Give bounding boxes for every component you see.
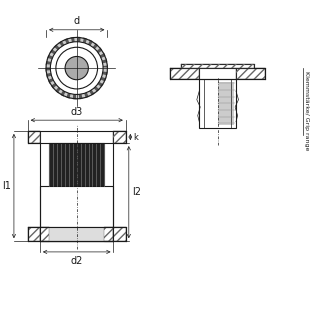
Bar	[28, 131, 40, 143]
Polygon shape	[90, 89, 95, 95]
Polygon shape	[96, 48, 101, 52]
Polygon shape	[102, 71, 107, 75]
Polygon shape	[52, 84, 57, 89]
Polygon shape	[102, 62, 107, 65]
Bar	[114, 131, 126, 143]
Polygon shape	[92, 43, 97, 49]
Polygon shape	[64, 92, 68, 97]
Polygon shape	[46, 65, 51, 68]
Text: l1: l1	[2, 181, 11, 191]
Polygon shape	[70, 94, 74, 99]
Polygon shape	[59, 89, 64, 95]
Polygon shape	[59, 42, 64, 47]
Polygon shape	[46, 68, 51, 71]
Polygon shape	[102, 59, 107, 63]
Polygon shape	[61, 91, 66, 96]
Text: d2: d2	[70, 256, 83, 266]
Bar	[28, 228, 40, 241]
Bar	[104, 228, 114, 241]
Bar	[218, 82, 234, 125]
Polygon shape	[56, 88, 61, 93]
Polygon shape	[101, 56, 106, 60]
Circle shape	[65, 56, 88, 80]
Polygon shape	[96, 84, 101, 89]
Polygon shape	[101, 76, 106, 81]
Polygon shape	[90, 42, 95, 47]
Bar	[236, 68, 265, 79]
Polygon shape	[79, 38, 83, 42]
Polygon shape	[98, 81, 103, 86]
Polygon shape	[94, 86, 100, 91]
Polygon shape	[56, 43, 61, 49]
Bar	[104, 228, 114, 241]
Bar	[40, 228, 49, 241]
Bar	[236, 68, 265, 79]
Polygon shape	[85, 39, 89, 44]
Polygon shape	[100, 53, 105, 57]
Polygon shape	[47, 74, 52, 77]
Bar	[28, 228, 126, 241]
Polygon shape	[102, 74, 107, 77]
Polygon shape	[98, 50, 103, 55]
Polygon shape	[54, 86, 59, 91]
Bar	[170, 68, 199, 79]
Polygon shape	[54, 45, 59, 51]
Polygon shape	[61, 40, 66, 45]
Bar	[114, 131, 126, 143]
Polygon shape	[48, 56, 53, 60]
Polygon shape	[74, 94, 77, 99]
Bar	[49, 143, 104, 186]
Bar	[181, 64, 254, 68]
Text: d3: d3	[71, 107, 83, 117]
Polygon shape	[103, 65, 107, 68]
Circle shape	[50, 42, 103, 94]
Polygon shape	[94, 45, 100, 51]
Circle shape	[56, 47, 98, 89]
Polygon shape	[82, 93, 86, 98]
Polygon shape	[100, 79, 105, 84]
Text: d: d	[74, 16, 80, 26]
Text: l2: l2	[132, 187, 141, 197]
Bar	[40, 186, 114, 241]
Polygon shape	[74, 37, 77, 42]
Polygon shape	[50, 81, 55, 86]
Polygon shape	[92, 88, 97, 93]
Polygon shape	[103, 68, 107, 71]
Polygon shape	[79, 94, 83, 99]
Polygon shape	[77, 94, 80, 99]
Bar	[28, 131, 40, 143]
Polygon shape	[50, 50, 55, 55]
Polygon shape	[87, 40, 92, 45]
Polygon shape	[67, 38, 71, 43]
Polygon shape	[46, 71, 51, 75]
Polygon shape	[64, 39, 68, 44]
Text: k: k	[133, 132, 138, 141]
Polygon shape	[87, 91, 92, 96]
Polygon shape	[47, 59, 52, 63]
Polygon shape	[77, 37, 80, 42]
Polygon shape	[52, 48, 57, 52]
Text: Klemmstärke/ Grip range: Klemmstärke/ Grip range	[304, 71, 309, 151]
Bar	[40, 228, 49, 241]
Polygon shape	[82, 38, 86, 43]
Polygon shape	[70, 38, 74, 42]
Polygon shape	[49, 79, 54, 84]
Bar	[170, 68, 199, 79]
Polygon shape	[48, 76, 53, 81]
Bar	[114, 228, 126, 241]
Polygon shape	[67, 93, 71, 98]
Bar	[199, 79, 236, 128]
Polygon shape	[85, 92, 89, 97]
Polygon shape	[46, 62, 51, 65]
Polygon shape	[49, 53, 54, 57]
